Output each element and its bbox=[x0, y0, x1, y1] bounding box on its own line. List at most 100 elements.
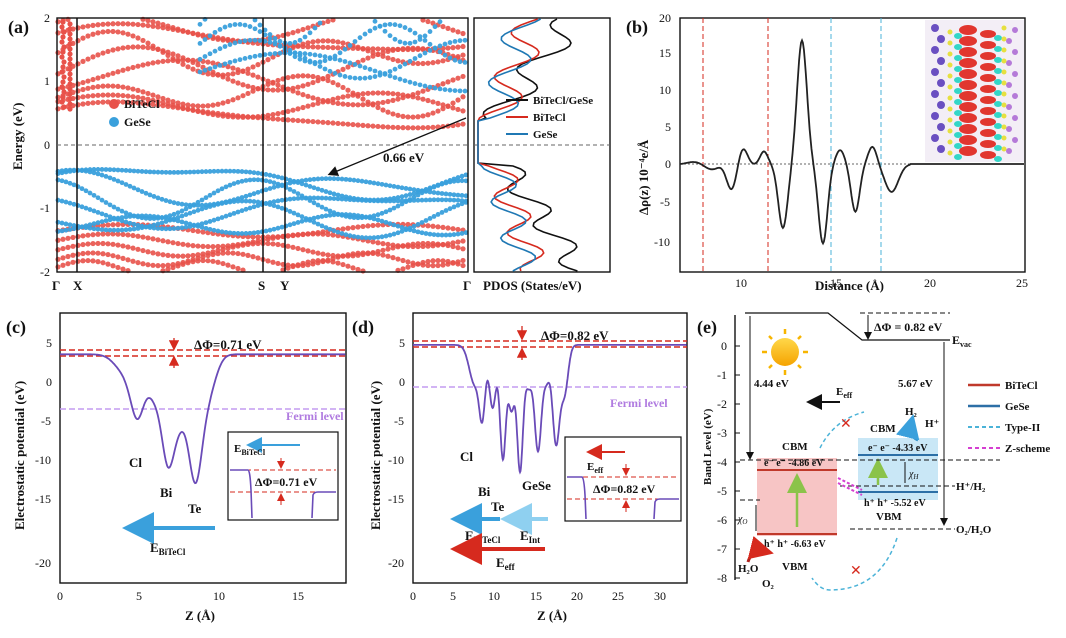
field-label: EInt bbox=[520, 528, 540, 545]
atom-label: GeSe bbox=[522, 478, 551, 493]
panel-b-label: (b) bbox=[626, 17, 648, 38]
panel-b: (b) Δρ(z) 10⁻⁴e/Å Distance (Å) -10 -5 0 … bbox=[626, 11, 1028, 293]
panel-d-xlabel: Z (Å) bbox=[537, 608, 567, 623]
kpoint-label: X bbox=[73, 278, 83, 293]
atom-label: Te bbox=[188, 501, 201, 516]
ytick: -5 bbox=[41, 414, 51, 428]
legend-label: GeSe bbox=[124, 115, 151, 129]
cbm-left: CBM bbox=[782, 441, 808, 453]
panel-b-ylabel: Δρ(z) 10⁻⁴e/Å bbox=[636, 139, 651, 215]
gap-arrow bbox=[327, 117, 467, 176]
xtick: 25 bbox=[1016, 276, 1028, 290]
ytick: -10 bbox=[654, 235, 670, 249]
xtick: 0 bbox=[57, 589, 63, 603]
interface-charge-image bbox=[925, 20, 1025, 162]
ytick: 0 bbox=[721, 339, 727, 353]
ytick: 15 bbox=[659, 46, 671, 60]
legend-label: Z-scheme bbox=[1005, 443, 1050, 455]
ytick: 20 bbox=[659, 11, 671, 25]
legend-marker-gese bbox=[109, 117, 119, 127]
ytick: -20 bbox=[388, 556, 404, 570]
type2-path bbox=[819, 411, 865, 449]
delta-phi-label: ΔΦ=0.71 eV bbox=[194, 337, 262, 352]
panel-c-label: (c) bbox=[6, 317, 26, 338]
z-scheme-line bbox=[837, 477, 863, 491]
panel-e-ylabel: Band Level (eV) bbox=[702, 408, 714, 485]
ytick: 0 bbox=[399, 375, 405, 389]
hh2-label: H⁺/H₂ bbox=[956, 481, 986, 493]
atom-label: Bi bbox=[478, 484, 491, 499]
xtick: 25 bbox=[612, 589, 624, 603]
fermi-label: Fermi level bbox=[610, 396, 668, 410]
pdos-legend-label: GeSe bbox=[533, 129, 558, 141]
field-label: Eeff bbox=[496, 555, 516, 572]
ytick: 5 bbox=[46, 336, 52, 350]
value-567: 5.67 eV bbox=[898, 378, 933, 390]
ytick: -1 bbox=[40, 201, 50, 215]
ytick: 0 bbox=[665, 157, 671, 171]
legend-marker-bitecl bbox=[109, 99, 119, 109]
legend-label: Type-II bbox=[1005, 422, 1040, 434]
ytick: -4 bbox=[717, 455, 727, 469]
panel-e: (e) Band Level (eV) 0 -1 -2 -3 -4 -5 -6 … bbox=[697, 312, 1050, 591]
legend-label: GeSe bbox=[1005, 401, 1030, 413]
delta-phi-label: ΔΦ = 0.82 eV bbox=[874, 320, 943, 334]
ytick: -8 bbox=[717, 571, 727, 585]
xtick: 20 bbox=[571, 589, 583, 603]
ytick: 5 bbox=[399, 336, 405, 350]
panel-c-xticks: 0 5 10 15 bbox=[57, 589, 304, 603]
ytick: -5 bbox=[394, 414, 404, 428]
charge-difference-curve bbox=[679, 38, 1024, 246]
atom-label: Cl bbox=[460, 449, 473, 464]
atom-label: Te bbox=[491, 499, 504, 514]
atom-label: Bi bbox=[160, 485, 173, 500]
xtick: 10 bbox=[488, 589, 500, 603]
e-left-label: e⁻ e⁻ -4.86 eV bbox=[764, 458, 824, 469]
panel-a: (a) Energy (eV) -2 -1 0 1 2 Γ X S Y Γ Bi… bbox=[8, 11, 611, 293]
panel-b-frame bbox=[679, 17, 1026, 273]
inset-field-label: EBiTeCl bbox=[234, 443, 266, 457]
ytick: -10 bbox=[35, 453, 51, 467]
ytick: -3 bbox=[717, 426, 727, 440]
panel-b-xticks: 10 15 20 25 bbox=[735, 276, 1028, 290]
pdos-legend-label: BiTeCl/GeSe bbox=[533, 95, 593, 107]
panel-d-ylabel: Electrostatic potential (eV) bbox=[368, 381, 383, 530]
panel-a-ylabel: Energy (eV) bbox=[10, 102, 25, 170]
z-scheme-line bbox=[837, 482, 863, 496]
panel-b-yticks: -10 -5 0 5 10 15 20 bbox=[654, 11, 671, 249]
panel-e-label: (e) bbox=[697, 317, 717, 338]
panel-a-label: (a) bbox=[8, 17, 29, 38]
o2-label: O₂ bbox=[762, 578, 775, 590]
ytick: -15 bbox=[35, 492, 51, 506]
xtick: 15 bbox=[292, 589, 304, 603]
inset-field-label: Eeff bbox=[587, 461, 604, 475]
ytick: -10 bbox=[388, 453, 404, 467]
chi-o-label: χO bbox=[737, 514, 747, 526]
h2o-label: H₂O bbox=[738, 563, 759, 575]
panel-d-frame bbox=[412, 312, 688, 584]
kpoint-label: Γ bbox=[463, 278, 471, 293]
kpoint-label: S bbox=[258, 278, 265, 293]
field-label: EBiTeCl bbox=[150, 540, 186, 557]
panel-d: (d) ΔΦ=0.82 eV Fermi level Cl Bi Te GeSe… bbox=[352, 312, 688, 623]
ytick: 1 bbox=[44, 74, 50, 88]
fermi-label: Fermi level bbox=[286, 409, 344, 423]
kpoint-labels: Γ X S Y Γ bbox=[52, 278, 471, 293]
kpoint-label: Y bbox=[280, 278, 290, 293]
panel-e-ticks bbox=[735, 345, 740, 579]
pdos-xlabel: PDOS (States/eV) bbox=[483, 278, 582, 293]
panel-c-frame bbox=[59, 312, 347, 584]
panel-d-label: (d) bbox=[352, 317, 374, 338]
h-left-label: h⁺ h⁺ -6.63 eV bbox=[764, 539, 826, 550]
value-444: 4.44 eV bbox=[754, 378, 789, 390]
ytick: 5 bbox=[665, 120, 671, 134]
vbm-left: VBM bbox=[782, 561, 808, 573]
panel-e-legend: BiTeCl GeSe Type-II Z-scheme bbox=[968, 380, 1050, 455]
ytick: 10 bbox=[659, 83, 671, 97]
xtick: 5 bbox=[136, 589, 142, 603]
legend-label: BiTeCl bbox=[1005, 380, 1038, 392]
ytick: -2 bbox=[717, 397, 727, 411]
panel-e-yticks: 0 -1 -2 -3 -4 -5 -6 -7 -8 bbox=[717, 339, 727, 585]
ytick: -5 bbox=[717, 484, 727, 498]
inset-c: EBiTeCl ΔΦ=0.71 eV bbox=[227, 431, 339, 521]
